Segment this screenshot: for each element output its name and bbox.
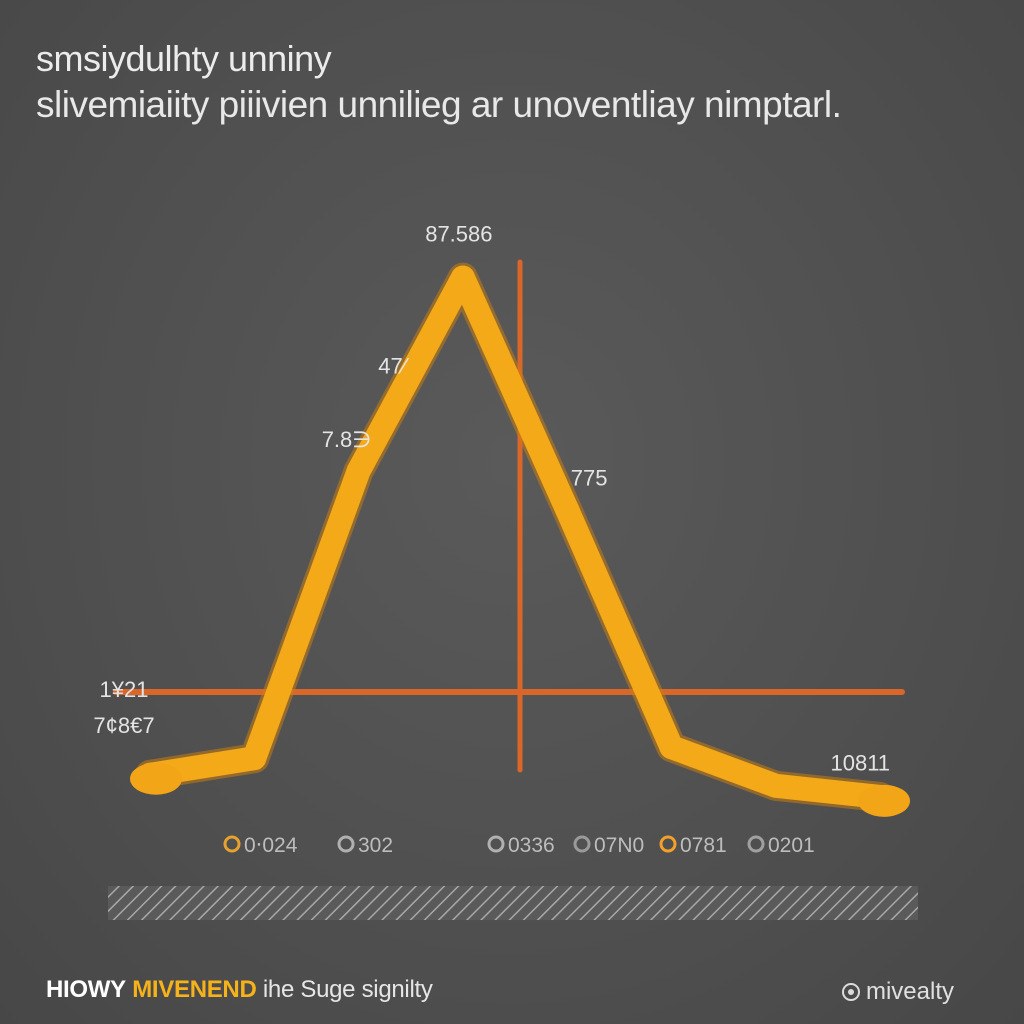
data-point xyxy=(763,773,788,798)
footer-caption-part2: MIVENEND xyxy=(132,976,257,1003)
legend-marker xyxy=(337,835,355,853)
data-point xyxy=(242,746,267,771)
data-label: 47⁄ xyxy=(378,354,409,379)
data-label: 7¢8€7 xyxy=(93,713,154,738)
legend-label: 302 xyxy=(358,834,393,857)
footer-caption-part3: ihe Suge signilty xyxy=(262,976,433,1003)
legend-label: 0‧024 xyxy=(244,834,298,857)
data-label: 775 xyxy=(571,466,608,491)
data-point xyxy=(450,265,475,290)
legend-marker xyxy=(223,835,241,853)
legend-label: 0201 xyxy=(768,834,815,857)
legend-item: 0781 xyxy=(659,834,727,857)
footer-brand-label: mivealty xyxy=(865,978,954,1005)
legend-item: 07N0 xyxy=(573,834,644,857)
legend-marker xyxy=(747,835,765,853)
series-layer xyxy=(130,262,910,817)
series-line xyxy=(138,265,892,809)
hatched-baseline-band xyxy=(108,886,918,920)
legend-marker xyxy=(573,835,591,853)
data-label: 1¥21 xyxy=(100,677,149,702)
footer-caption-part1: HIOWY xyxy=(46,976,126,1003)
data-label: 87.586 xyxy=(425,222,492,247)
data-point xyxy=(555,497,580,522)
data-label: 7.8∋ xyxy=(322,427,372,452)
chart-title: smsiydulhty unniny xyxy=(36,38,332,79)
series-end-cap xyxy=(130,762,182,795)
legend-label: 0781 xyxy=(680,834,727,857)
legend-item: 302 xyxy=(337,834,393,857)
data-label-layer: 1¥21 7¢8€7 7.8∋ 47⁄ 87.586 775 10811 xyxy=(93,222,890,776)
legend-marker xyxy=(659,835,677,853)
data-label: 10811 xyxy=(831,750,891,775)
copyright-icon xyxy=(841,983,860,1001)
legend-item: 0‧024 xyxy=(223,834,298,857)
footer-caption: HIOWY MIVENEND ihe Suge signilty xyxy=(46,976,433,1004)
legend-label: 07N0 xyxy=(594,834,644,857)
footer-brand: mivealty xyxy=(841,978,954,1006)
legend-item: 0201 xyxy=(747,834,815,857)
data-point xyxy=(659,735,684,760)
data-point xyxy=(346,458,371,483)
series-end-cap xyxy=(858,784,910,817)
legend: 0‧024 302 0336 07N0 0781 0201 xyxy=(223,834,815,857)
legend-label: 0336 xyxy=(508,834,555,857)
legend-marker xyxy=(487,835,505,853)
legend-item: 0336 xyxy=(487,834,555,857)
chart-subtitle: slivemiaiity piiivien unnilieg ar unoven… xyxy=(36,84,842,125)
